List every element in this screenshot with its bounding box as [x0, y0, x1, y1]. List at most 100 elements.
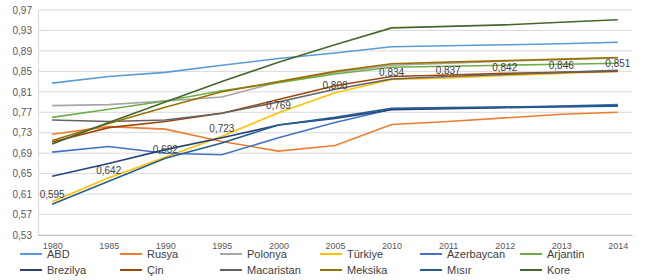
legend-label: Azerbaycan	[447, 248, 505, 260]
x-tick-label: 1995	[212, 241, 232, 251]
data-label: 0,682	[153, 144, 178, 155]
data-label: 0,595	[40, 189, 65, 200]
y-tick: 0,89	[13, 46, 38, 57]
y-tick: 0,61	[13, 189, 38, 200]
data-label: 0,723	[209, 123, 234, 134]
y-axis-line	[38, 11, 39, 236]
grid-line	[38, 132, 632, 133]
y-tick-label: 0,97	[13, 5, 33, 16]
data-label: 0,851	[605, 58, 630, 69]
y-tick: 0,81	[13, 87, 38, 98]
legend-item: Çin	[120, 264, 164, 276]
y-tick-label: 0,61	[13, 189, 33, 200]
legend-item: Kore	[520, 264, 570, 276]
x-tick: 2005	[325, 235, 345, 251]
data-label: 0,769	[266, 100, 291, 111]
x-tick-label: 2010	[382, 241, 402, 251]
legend-label: ABD	[47, 248, 70, 260]
legend-label: Mısır	[447, 264, 472, 276]
x-tick: 2014	[608, 235, 628, 251]
legend-item: Arjantin	[520, 248, 584, 260]
grid-line	[38, 194, 632, 195]
y-tick: 0,53	[13, 230, 38, 241]
legend-swatch	[520, 269, 542, 271]
legend-label: Macaristan	[247, 264, 301, 276]
x-tick: 2010	[382, 235, 402, 251]
y-tick-label: 0,69	[13, 148, 33, 159]
series-group	[52, 20, 618, 205]
y-tick-label: 0,65	[13, 168, 33, 179]
legend-swatch	[120, 269, 142, 271]
grid	[38, 10, 632, 235]
data-label: 0,846	[549, 60, 574, 71]
grid-line	[38, 50, 632, 51]
x-tick: 1985	[99, 235, 119, 251]
legend-swatch	[420, 269, 442, 271]
grid-line	[38, 112, 632, 113]
data-label: 0,842	[492, 62, 517, 73]
legend-item: Brezilya	[20, 264, 87, 276]
y-tick-label: 0,85	[13, 66, 33, 77]
y-tick: 0,69	[13, 148, 38, 159]
x-axis: 1980198519901995200020052010201120122013…	[39, 235, 633, 251]
legend-label: Kore	[547, 264, 570, 276]
data-labels: 0,5950,6420,6820,7230,7690,8080,8340,837…	[40, 58, 631, 200]
legend-swatch	[420, 253, 442, 255]
data-label: 0,834	[379, 67, 404, 78]
legend-item: Türkiye	[320, 248, 383, 260]
y-tick-label: 0,73	[13, 127, 33, 138]
y-tick-label: 0,89	[13, 46, 33, 57]
series-line	[52, 106, 618, 204]
y-tick-label: 0,53	[13, 230, 33, 241]
legend-swatch	[220, 269, 242, 271]
grid-line	[38, 30, 632, 31]
legend-label: Arjantin	[547, 248, 584, 260]
x-tick-label: 1985	[99, 241, 119, 251]
legend-item: ABD	[20, 248, 70, 260]
data-label: 0,837	[436, 65, 461, 76]
legend-label: Meksika	[347, 264, 388, 276]
legend-swatch	[320, 253, 342, 255]
legend-item: Meksika	[320, 264, 388, 276]
x-tick-label: 2014	[608, 241, 628, 251]
legend-swatch	[20, 253, 42, 255]
y-tick-label: 0,81	[13, 87, 33, 98]
series-line	[52, 70, 618, 121]
legend-item: Mısır	[420, 264, 472, 276]
y-axis: 0,53 0,57 0,61 0,65 0,69 0,73 0,77 0,81 0,85 0,89…	[13, 5, 39, 241]
y-tick: 0,73	[13, 127, 38, 138]
legend-item: Rusya	[120, 248, 179, 260]
grid-line	[38, 214, 632, 215]
legend-swatch	[320, 269, 342, 271]
grid-line	[38, 153, 632, 154]
legend-item: Macaristan	[220, 264, 301, 276]
y-tick: 0,65	[13, 168, 38, 179]
legend-swatch	[520, 253, 542, 255]
legend-label: Rusya	[147, 248, 179, 260]
legend-swatch	[220, 253, 242, 255]
legend-item: Azerbaycan	[420, 248, 505, 260]
series-line	[52, 58, 618, 141]
y-tick: 0,93	[13, 25, 38, 36]
series-line	[52, 71, 618, 202]
legend: ABD Rusya Polonya Türkiye Azerbaycan Arjantin…	[20, 248, 584, 276]
legend-swatch	[120, 253, 142, 255]
x-tick-label: 2005	[325, 241, 345, 251]
chart: 0,53 0,57 0,61 0,65 0,69 0,73 0,77 0,81 0,85 0,89…	[0, 0, 646, 280]
grid-line	[38, 10, 632, 11]
legend-label: Brezilya	[47, 264, 87, 276]
legend-swatch	[20, 269, 42, 271]
series-line	[52, 106, 618, 177]
legend-item: Polonya	[220, 248, 288, 260]
series-line	[52, 20, 618, 144]
y-tick: 0,57	[13, 209, 38, 220]
y-tick-label: 0,77	[13, 107, 33, 118]
x-tick: 1995	[212, 235, 232, 251]
data-label: 0,642	[96, 165, 121, 176]
x-axis-line	[39, 235, 633, 236]
legend-label: Çin	[147, 264, 164, 276]
legend-label: Türkiye	[347, 248, 383, 260]
y-tick: 0,97	[13, 5, 38, 16]
legend-label: Polonya	[247, 248, 288, 260]
series-line	[52, 42, 618, 83]
